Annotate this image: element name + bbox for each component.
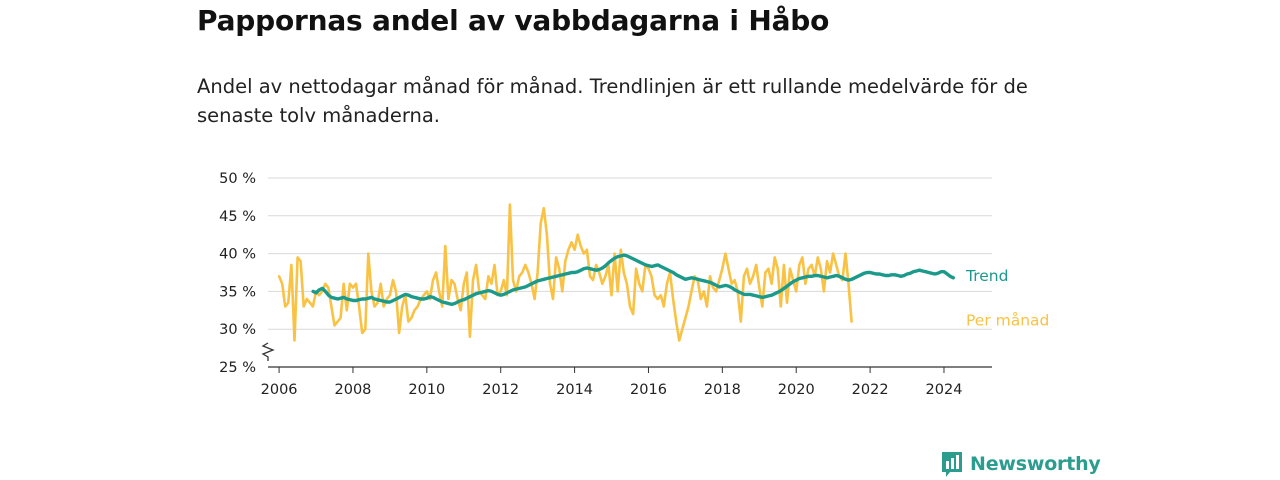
y-tick-label-25: 25 % <box>219 360 256 376</box>
x-tick-label-2008: 2008 <box>335 382 372 398</box>
brand-logo: Newsworthy <box>940 450 1101 478</box>
gridlines <box>268 177 992 330</box>
x-axis: 2006 2008 2010 2012 2014 2016 2018 2020 2022 2024 <box>261 342 992 398</box>
x-tick-label-2020: 2020 <box>778 382 815 398</box>
newsworthy-logo-icon <box>942 452 962 477</box>
x-tick-label-2006: 2006 <box>261 382 298 398</box>
series-lines <box>277 203 955 342</box>
x-tick-label-2018: 2018 <box>704 382 741 398</box>
legend-label-per-manad: Per månad <box>966 312 1049 330</box>
y-axis-ticks: 25 % 30 % 35 % 40 % 45 % 50 % <box>219 171 256 376</box>
chart-title: Pappornas andel av vabbdagarna i Håbo <box>197 4 830 37</box>
series-line-per-manad <box>277 203 853 342</box>
chart-subtitle: Andel av nettodagar månad för månad. Tre… <box>197 75 1028 127</box>
y-tick-label-50: 50 % <box>219 171 256 187</box>
y-tick-label-35: 35 % <box>219 284 256 300</box>
x-tick-label-2022: 2022 <box>852 382 889 398</box>
series-line-trend <box>311 253 955 306</box>
x-tick-label-2012: 2012 <box>482 382 519 398</box>
brand-name: Newsworthy <box>970 453 1101 475</box>
x-tick-label-2024: 2024 <box>926 382 963 398</box>
axis-break-icon <box>261 342 275 361</box>
legend-label-trend: Trend <box>965 267 1008 285</box>
y-tick-label-30: 30 % <box>219 322 256 338</box>
line-chart: 25 % 30 % 35 % 40 % 45 % 50 % 2006 2008 2010 201… <box>219 171 1049 398</box>
series-labels: Per månad Trend <box>965 267 1049 330</box>
x-tick-label-2016: 2016 <box>630 382 667 398</box>
y-tick-label-45: 45 % <box>219 209 256 225</box>
y-tick-label-40: 40 % <box>219 247 256 263</box>
x-tick-label-2014: 2014 <box>556 382 593 398</box>
x-tick-label-2010: 2010 <box>408 382 445 398</box>
